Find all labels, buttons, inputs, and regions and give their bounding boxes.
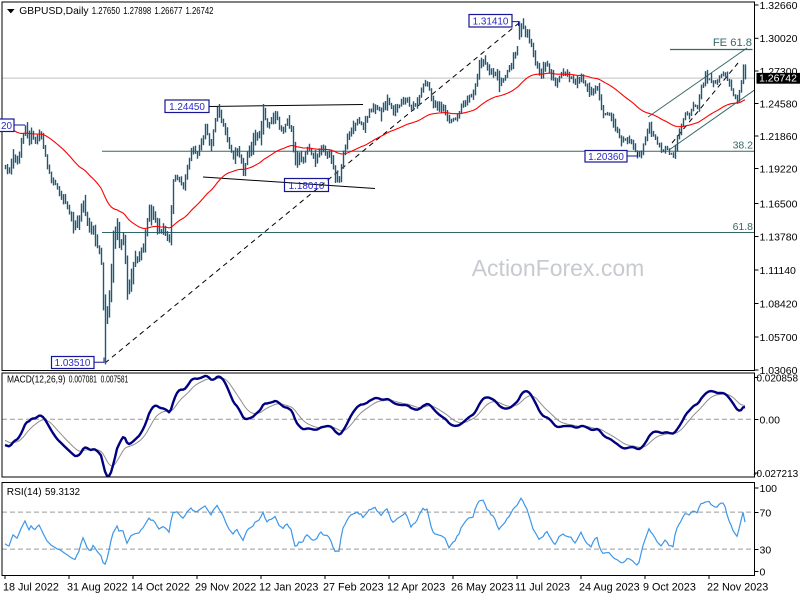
svg-text:1.11140: 1.11140 — [760, 265, 797, 277]
svg-text:31 Aug 2022: 31 Aug 2022 — [67, 582, 128, 594]
svg-text:29 Nov 2022: 29 Nov 2022 — [195, 582, 256, 594]
svg-text:26 May 2023: 26 May 2023 — [451, 582, 513, 594]
svg-text:1.20360: 1.20360 — [588, 152, 624, 163]
svg-text:27 Feb 2023: 27 Feb 2023 — [323, 582, 384, 594]
svg-text:18 Jul 2022: 18 Jul 2022 — [3, 582, 59, 594]
svg-text:100: 100 — [760, 483, 778, 495]
svg-text:0.020858: 0.020858 — [757, 372, 799, 384]
svg-text:1.32660: 1.32660 — [760, 0, 798, 12]
svg-text:38.2: 38.2 — [733, 140, 754, 152]
svg-text:12 Apr 2023: 12 Apr 2023 — [387, 582, 445, 594]
svg-text:11 Jul 2023: 11 Jul 2023 — [515, 582, 570, 594]
svg-text:1.24450: 1.24450 — [169, 102, 205, 113]
svg-text:20: 20 — [1, 121, 12, 132]
svg-text:1.19220: 1.19220 — [760, 163, 798, 175]
svg-text:1.08420: 1.08420 — [760, 298, 798, 310]
svg-text:ActionForex.com: ActionForex.com — [472, 255, 645, 281]
svg-text:1.16500: 1.16500 — [760, 198, 798, 210]
svg-text:1.30020: 1.30020 — [760, 33, 798, 45]
svg-text:22 Nov 2023: 22 Nov 2023 — [707, 582, 768, 594]
svg-text:70: 70 — [760, 507, 772, 519]
svg-text:1.18010: 1.18010 — [289, 181, 325, 192]
svg-text:0.00: 0.00 — [760, 414, 781, 426]
svg-text:61.8: 61.8 — [733, 221, 754, 233]
svg-text:12 Jan 2023: 12 Jan 2023 — [259, 582, 318, 594]
svg-text:9 Oct 2023: 9 Oct 2023 — [643, 582, 696, 594]
svg-text:1.03060: 1.03060 — [760, 365, 798, 377]
svg-text:1.26742: 1.26742 — [759, 73, 797, 85]
svg-text:-0.027213: -0.027213 — [753, 468, 798, 480]
svg-text:1.05700: 1.05700 — [760, 332, 798, 344]
svg-text:24 Aug 2023: 24 Aug 2023 — [579, 582, 640, 594]
svg-text:0: 0 — [760, 566, 766, 578]
svg-text:RSI(14)59.3132: RSI(14) 59.3132 — [7, 487, 80, 498]
svg-text:1.03510: 1.03510 — [55, 358, 91, 369]
svg-text:14 Oct 2022: 14 Oct 2022 — [131, 582, 190, 594]
svg-text:30: 30 — [760, 544, 772, 556]
svg-text:1.13780: 1.13780 — [760, 231, 798, 243]
svg-text:1.21860: 1.21860 — [760, 131, 798, 143]
svg-text:1.31410: 1.31410 — [473, 17, 509, 28]
svg-text:1.24580: 1.24580 — [760, 98, 798, 110]
svg-text:FE 61.8: FE 61.8 — [713, 37, 752, 49]
